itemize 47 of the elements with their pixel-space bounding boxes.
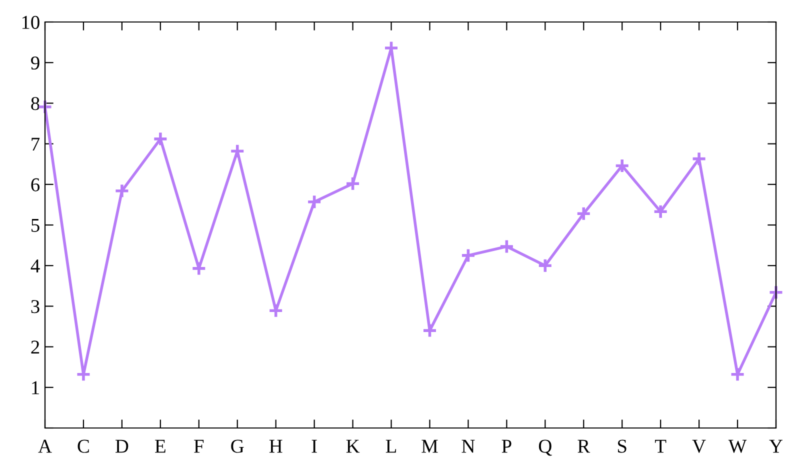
point — [345, 176, 360, 192]
y-tick-label: 9 — [31, 56, 40, 70]
x-tick-label: S — [618, 440, 626, 453]
x-tick-label: E — [155, 440, 166, 453]
x-tick-label: T — [654, 440, 666, 453]
y-tick-label: 8 — [31, 97, 40, 110]
point — [614, 158, 630, 174]
point — [152, 131, 168, 147]
point — [652, 204, 668, 220]
x-tick-label: R — [578, 440, 590, 453]
x-tick-label: G — [231, 440, 244, 453]
point — [422, 322, 438, 338]
point — [268, 303, 284, 318]
x-tick-label: K — [346, 440, 360, 453]
y-tick-label: 5 — [32, 219, 40, 232]
point — [691, 151, 707, 166]
x-tick-label: A — [38, 440, 52, 453]
x-tick-label: C — [78, 440, 89, 453]
x-tick-label: P — [502, 440, 512, 453]
x-tick-label: W — [728, 440, 747, 453]
x-tick-label: M — [422, 440, 438, 453]
x-tick-label: D — [115, 440, 128, 453]
point — [460, 248, 476, 264]
x-tick-label: I — [312, 440, 317, 453]
point — [499, 238, 514, 254]
point — [306, 194, 322, 210]
y-tick-label: 6 — [31, 178, 40, 192]
y-tick-label: 10 — [22, 16, 40, 29]
y-tick-label: 4 — [30, 260, 40, 272]
x-tick-label: L — [386, 440, 396, 453]
x-tick-label: F — [194, 440, 204, 453]
point — [114, 183, 130, 199]
x-tick-label: Q — [538, 440, 552, 456]
y-tick-label: 3 — [31, 300, 40, 314]
point — [538, 258, 553, 274]
point — [230, 143, 246, 159]
point — [768, 284, 784, 300]
x-tick-label: H — [269, 440, 282, 453]
point — [730, 366, 746, 382]
y-tick-label: 7 — [32, 138, 40, 151]
y-tick-label: 2 — [31, 340, 40, 354]
y-tick-label: 1 — [32, 381, 39, 394]
x-tick-label: N — [462, 440, 475, 453]
x-tick-label: Y — [769, 440, 783, 453]
point — [191, 260, 207, 276]
x-tick-label: V — [692, 440, 706, 453]
point — [576, 206, 592, 222]
